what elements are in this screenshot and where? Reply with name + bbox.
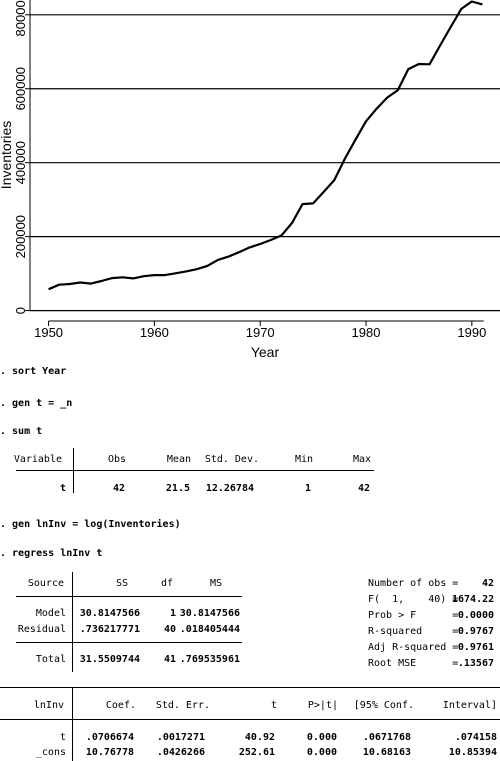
anova-total-df: 41 xyxy=(163,654,176,665)
y-axis: 0 200000 400000 600000 800000 xyxy=(13,0,31,314)
divider xyxy=(72,572,73,672)
divider xyxy=(16,470,374,471)
stat-value: 0.0000 xyxy=(457,610,494,621)
anova-model-ms: 30.8147566 xyxy=(179,608,240,619)
anova-header-df: df xyxy=(160,578,173,589)
divider xyxy=(16,642,242,643)
sum-min: 1 xyxy=(304,483,311,494)
divider xyxy=(16,596,242,597)
coef-header-t: t xyxy=(270,700,277,711)
stat-label: F( 1, 40) = xyxy=(368,594,459,605)
command-regress: . regress lnInv t xyxy=(0,548,103,559)
sum-var-t: t xyxy=(59,483,66,494)
coef-header-ci-low: [95% Conf. xyxy=(353,700,414,711)
coef-row-cons-ci-low: 10.68163 xyxy=(362,747,411,758)
stat-label: R-squared = xyxy=(368,626,459,637)
sum-header-obs: Obs xyxy=(107,454,126,465)
divider xyxy=(72,687,73,761)
coef-row-t-p: 0.000 xyxy=(306,732,337,743)
coef-row-t-coef: .0706674 xyxy=(85,732,134,743)
divider xyxy=(73,448,74,493)
coef-header-lninv: lnInv xyxy=(33,700,64,711)
command-gen-lninv: . gen lnInv = log(Inventories) xyxy=(0,519,181,530)
anova-residual-ss: .736217771 xyxy=(79,624,140,635)
coef-row-cons-p: 0.000 xyxy=(306,747,337,758)
anova-header-ms: MS xyxy=(209,578,222,589)
sum-header-max: Max xyxy=(352,454,371,465)
y-tick-label: 200000 xyxy=(13,215,28,258)
sum-mean: 21.5 xyxy=(165,483,190,494)
coef-row-cons-t: 252.61 xyxy=(238,747,275,758)
coef-row-cons-coef: 10.76778 xyxy=(85,747,134,758)
command-sum-t: . sum t xyxy=(0,426,43,437)
stat-label: Adj R-squared = xyxy=(368,642,459,653)
anova-table: Source SS df MS Model 30.8147566 1 30.81… xyxy=(0,572,250,672)
coef-row-cons-label: _cons xyxy=(35,747,66,758)
coef-row-cons-se: .0426266 xyxy=(156,747,205,758)
sum-header-variable: Variable xyxy=(13,454,62,465)
divider xyxy=(0,687,500,688)
anova-model-label: Model xyxy=(35,608,66,619)
coef-row-t-se: .0017271 xyxy=(156,732,205,743)
stat-value: 1674.22 xyxy=(452,594,495,605)
x-axis-title: Year xyxy=(251,344,280,360)
sum-header-sd: Std. Dev. xyxy=(204,454,259,465)
sum-sd: 12.26784 xyxy=(205,483,254,494)
coef-header-se: Std. Err. xyxy=(155,700,210,711)
sum-obs: 42 xyxy=(112,483,125,494)
stat-value: .13567 xyxy=(457,658,494,669)
y-tick-label: 0 xyxy=(13,307,28,314)
command-gen-t: . gen t = _n xyxy=(0,398,73,409)
anova-model-df: 1 xyxy=(169,608,176,619)
coefficient-table: lnInv Coef. Std. Err. t P>|t| [95% Conf.… xyxy=(0,685,500,761)
coef-row-t-ci-low: .0671768 xyxy=(362,732,411,743)
y-tick-label: 400000 xyxy=(13,141,28,184)
stat-label: Number of obs = xyxy=(368,578,459,589)
sum-header-min: Min xyxy=(294,454,313,465)
anova-residual-df: 40 xyxy=(163,624,176,635)
divider xyxy=(0,719,500,720)
x-axis: 1950 1960 1970 1980 1990 xyxy=(34,320,486,340)
coef-row-t-label: t xyxy=(59,732,66,743)
anova-residual-ms: .018405444 xyxy=(179,624,240,635)
summary-table: Variable Obs Mean Std. Dev. Min Max t 42… xyxy=(0,448,380,498)
sum-max: 42 xyxy=(357,483,370,494)
anova-total-label: Total xyxy=(35,654,66,665)
anova-total-ms: .769535961 xyxy=(179,654,240,665)
anova-total-ss: 31.5509744 xyxy=(79,654,140,665)
coef-row-cons-ci-high: 10.85394 xyxy=(448,747,497,758)
y-tick-label: 800000 xyxy=(13,0,28,36)
y-axis-title: Inventories xyxy=(0,121,14,189)
stat-value: 0.9767 xyxy=(457,626,494,637)
coef-header-p: P>|t| xyxy=(307,700,338,711)
fit-statistics: Number of obs = 42 F( 1, 40) = 1674.22 P… xyxy=(368,578,498,678)
stat-value: 0.9761 xyxy=(457,642,494,653)
y-tick-label: 600000 xyxy=(13,67,28,110)
coef-header-coef: Coef. xyxy=(105,700,136,711)
sum-header-mean: Mean xyxy=(166,454,191,465)
command-sort: . sort Year xyxy=(0,366,67,377)
x-tick-label: 1960 xyxy=(140,325,169,340)
x-tick-label: 1990 xyxy=(457,325,486,340)
coef-header-ci-high: Interval] xyxy=(442,700,497,711)
x-tick-label: 1970 xyxy=(246,325,275,340)
stat-label: Root MSE = xyxy=(368,658,459,669)
gridlines xyxy=(30,14,500,312)
x-tick-label: 1950 xyxy=(34,325,63,340)
inventories-series-line xyxy=(48,0,483,291)
anova-residual-label: Residual xyxy=(17,624,66,635)
stat-label: Prob > F = xyxy=(368,610,459,621)
coef-row-t-t: 40.92 xyxy=(244,732,275,743)
anova-header-source: Source xyxy=(27,578,64,589)
coef-row-t-ci-high: .074158 xyxy=(454,732,497,743)
x-tick-label: 1980 xyxy=(352,325,381,340)
stat-value: 42 xyxy=(481,578,494,589)
anova-model-ss: 30.8147566 xyxy=(79,608,140,619)
anova-header-ss: SS xyxy=(115,578,128,589)
